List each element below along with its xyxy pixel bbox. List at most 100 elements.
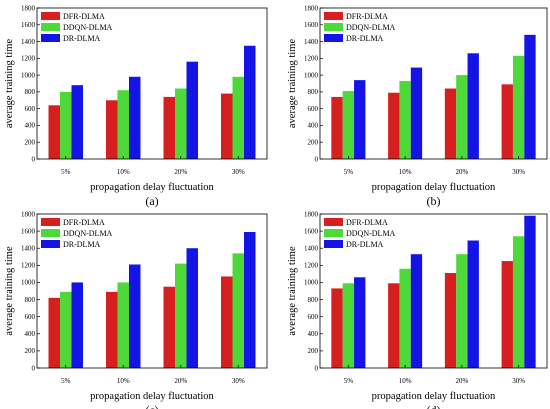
y-tick-label-3: 600 (25, 313, 36, 321)
bar-dfr-dlma-2 (444, 273, 457, 368)
x-tick-label-2: 20% (455, 168, 468, 176)
bar-dfr-dlma-0 (331, 96, 343, 159)
legend-label-ddqn-dlma: DDQN-DLMA (63, 229, 113, 238)
bar-ddqn-dlma-0 (60, 91, 72, 159)
x-tick-label-3: 30% (232, 168, 245, 176)
bar-dr-dlma-1 (410, 254, 423, 368)
y-tick-label-8: 1600 (304, 227, 319, 235)
y-tick-label-6: 1200 (21, 55, 36, 63)
y-tick-label-6: 1200 (304, 55, 319, 63)
bar-ddqn-dlma-1 (117, 282, 129, 368)
y-tick-label-2: 400 (25, 330, 36, 338)
bar-ddqn-dlma-0 (342, 283, 355, 368)
bar-dr-dlma-1 (129, 76, 141, 159)
y-tick-label-9: 1800 (21, 4, 36, 12)
x-tick-label-1: 10% (399, 168, 412, 176)
bar-dfr-dlma-2 (163, 286, 175, 368)
y-tick-label-8: 1600 (21, 21, 36, 29)
bar-dfr-dlma-3 (221, 276, 233, 368)
bar-ddqn-dlma-0 (60, 291, 72, 368)
y-tick-label-1: 200 (308, 139, 319, 147)
bar-dfr-dlma-0 (48, 105, 60, 159)
y-tick-label-4: 800 (308, 88, 319, 96)
legend-label-dr-dlma: DR-DLMA (346, 240, 384, 249)
y-tick-label-8: 1600 (304, 21, 319, 29)
chart-panel-1: 0 200 400 600 800 1000 1200 1400 1600 1800 5% 10% 20… (4, 4, 268, 208)
bar-dfr-dlma-1 (106, 291, 118, 368)
y-tick-label-5: 1000 (21, 71, 36, 79)
bar-dr-dlma-2 (467, 240, 479, 368)
x-tick-label-2: 20% (174, 377, 187, 385)
y-tick-label-0: 0 (315, 155, 319, 163)
legend-label-ddqn-dlma: DDQN-DLMA (346, 229, 396, 238)
legend-swatch-dfr-dlma (41, 12, 60, 20)
chart-panel-3: 0 200 400 600 800 1000 1200 1400 1600 1800 5% 10% 20… (4, 210, 268, 409)
x-tick-label-3: 30% (512, 377, 525, 385)
legend-label-dr-dlma: DR-DLMA (63, 34, 101, 43)
y-tick-label-1: 200 (308, 347, 319, 355)
legend-swatch-dfr-dlma (324, 12, 343, 20)
bar-ddqn-dlma-3 (512, 55, 525, 159)
legend-label-ddqn-dlma: DDQN-DLMA (346, 23, 396, 32)
legend-swatch-dr-dlma (324, 34, 343, 42)
bar-ddqn-dlma-1 (399, 80, 411, 159)
bar-dfr-dlma-2 (444, 88, 457, 159)
panel-label: (d) (427, 403, 441, 409)
x-tick-label-0: 5% (61, 377, 71, 385)
bar-ddqn-dlma-3 (512, 236, 525, 368)
bar-ddqn-dlma-1 (117, 90, 129, 159)
x-tick-label-0: 5% (344, 377, 354, 385)
y-tick-label-6: 1200 (304, 262, 319, 270)
y-tick-label-3: 600 (308, 105, 319, 113)
panel-label: (c) (145, 403, 158, 409)
bar-dfr-dlma-3 (501, 261, 513, 368)
x-tick-label-1: 10% (399, 377, 412, 385)
bar-dfr-dlma-0 (48, 297, 60, 368)
y-tick-label-0: 0 (315, 364, 319, 372)
bar-ddqn-dlma-2 (175, 88, 187, 159)
y-tick-label-3: 600 (25, 105, 36, 113)
x-axis-label: propagation delay fluctuation (90, 182, 214, 193)
x-tick-label-3: 30% (512, 168, 525, 176)
bar-ddqn-dlma-0 (342, 91, 355, 159)
plot-frame (319, 213, 548, 369)
legend-swatch-ddqn-dlma (41, 229, 60, 237)
x-axis-label: propagation delay fluctuation (372, 391, 496, 402)
legend-label-dfr-dlma: DFR-DLMA (346, 218, 388, 227)
y-tick-label-1: 200 (25, 139, 36, 147)
bar-dr-dlma-0 (354, 277, 366, 368)
bar-dfr-dlma-3 (501, 84, 513, 159)
legend-label-dfr-dlma: DFR-DLMA (346, 12, 388, 21)
y-tick-label-0: 0 (32, 155, 36, 163)
y-tick-label-9: 1800 (21, 210, 36, 218)
bar-dr-dlma-1 (410, 67, 423, 159)
x-tick-label-0: 5% (344, 168, 354, 176)
y-tick-label-7: 1400 (21, 245, 36, 253)
legend-label-dr-dlma: DR-DLMA (346, 34, 384, 43)
x-tick-label-0: 5% (61, 168, 71, 176)
panel-label: (b) (427, 194, 441, 208)
y-tick-label-5: 1000 (21, 279, 36, 287)
bar-ddqn-dlma-1 (399, 268, 411, 368)
y-tick-label-7: 1400 (304, 245, 319, 253)
bar-dfr-dlma-0 (331, 288, 343, 368)
legend-label-ddqn-dlma: DDQN-DLMA (63, 23, 113, 32)
bar-dr-dlma-0 (71, 282, 83, 368)
plot-frame (319, 7, 548, 160)
bar-dr-dlma-2 (186, 61, 198, 159)
x-tick-label-2: 20% (455, 377, 468, 385)
y-tick-label-7: 1400 (304, 38, 319, 46)
bar-ddqn-dlma-2 (456, 254, 468, 368)
x-tick-label-1: 10% (117, 168, 130, 176)
y-tick-label-4: 800 (25, 88, 36, 96)
y-axis-label: average training time (287, 39, 298, 129)
legend-swatch-dr-dlma (324, 240, 343, 248)
chart-panel-2: 0 200 400 600 800 1000 1200 1400 1600 1800 5% 10% 20… (287, 4, 548, 208)
bar-dr-dlma-1 (129, 264, 141, 368)
legend-swatch-dr-dlma (41, 34, 60, 42)
x-tick-label-3: 30% (232, 377, 245, 385)
plot-frame (36, 7, 268, 160)
bar-dr-dlma-2 (186, 248, 198, 368)
bar-dfr-dlma-1 (388, 92, 400, 159)
bar-ddqn-dlma-2 (456, 75, 468, 159)
